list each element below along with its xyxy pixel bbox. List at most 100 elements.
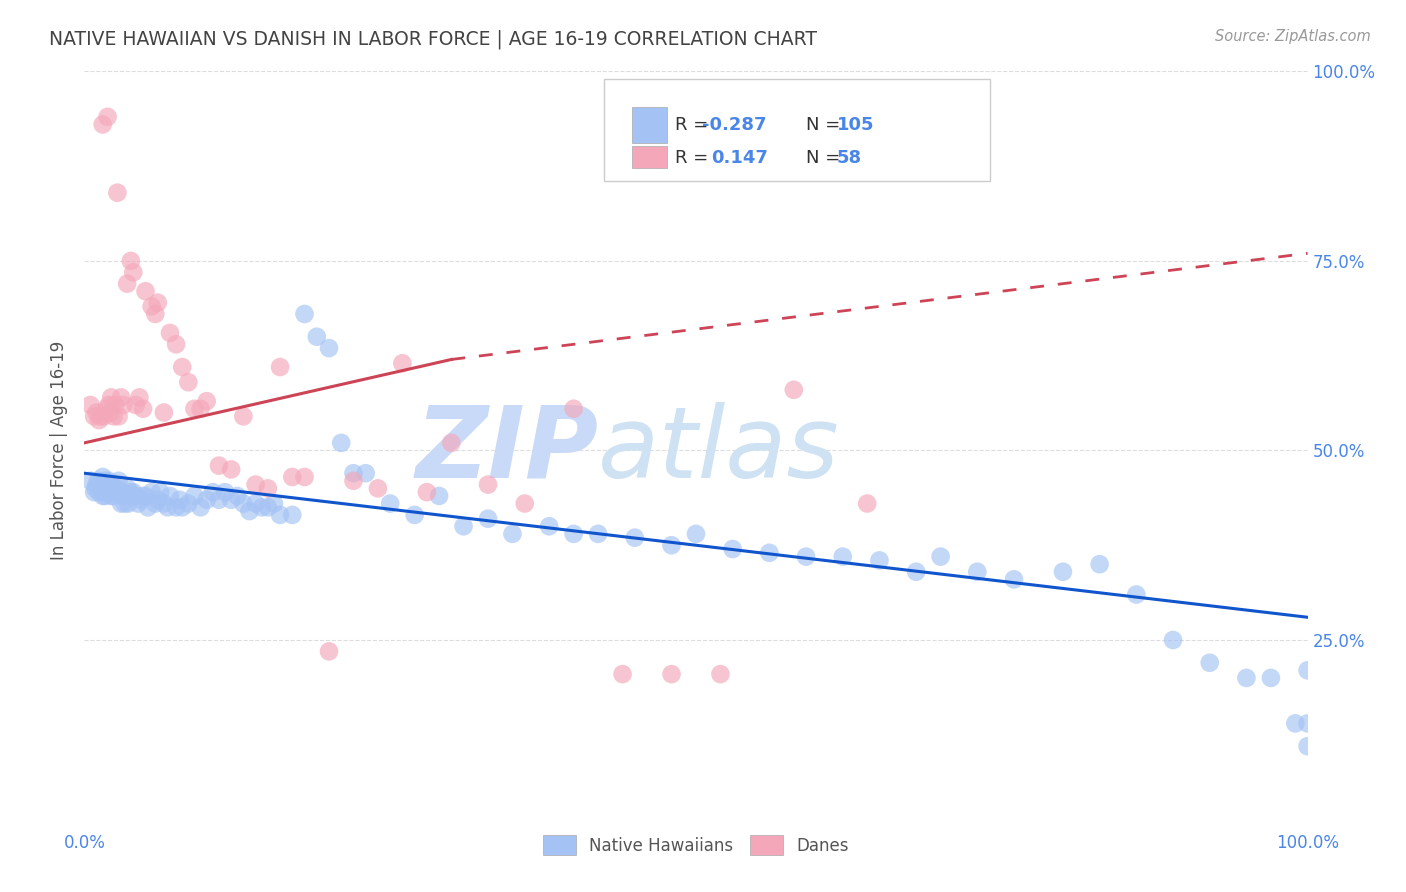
- Point: [96, 401, 118, 416]
- Point: [190, 500, 212, 515]
- Point: [1296, 739, 1319, 753]
- Point: [502, 526, 524, 541]
- Point: [1260, 671, 1282, 685]
- Text: 0.147: 0.147: [710, 149, 768, 167]
- Point: [1296, 664, 1319, 678]
- Point: [250, 500, 273, 515]
- Point: [214, 485, 236, 500]
- Point: [141, 485, 163, 500]
- Point: [1296, 716, 1319, 731]
- Point: [440, 436, 463, 450]
- Text: Source: ZipAtlas.com: Source: ZipAtlas.com: [1215, 29, 1371, 45]
- Point: [135, 489, 157, 503]
- Point: [165, 337, 187, 351]
- Point: [89, 482, 111, 496]
- Point: [195, 394, 218, 409]
- Point: [721, 542, 744, 557]
- Point: [153, 496, 176, 510]
- Point: [562, 401, 585, 416]
- Point: [219, 462, 242, 476]
- Point: [342, 467, 364, 481]
- Point: [391, 356, 413, 370]
- Point: [195, 492, 218, 507]
- Point: [104, 398, 127, 412]
- Point: [101, 477, 124, 491]
- Point: [96, 482, 118, 496]
- Text: NATIVE HAWAIIAN VS DANISH IN LABOR FORCE | AGE 16-19 CORRELATION CHART: NATIVE HAWAIIAN VS DANISH IN LABOR FORCE…: [49, 29, 817, 49]
- Point: [318, 644, 340, 658]
- Point: [380, 496, 402, 510]
- Y-axis label: In Labor Force | Age 16-19: In Labor Force | Age 16-19: [51, 341, 69, 560]
- Point: [122, 265, 145, 279]
- Point: [1236, 671, 1258, 685]
- Point: [1161, 633, 1184, 648]
- Point: [513, 496, 536, 510]
- Point: [612, 667, 634, 681]
- Point: [105, 482, 128, 496]
- Point: [91, 117, 114, 131]
- Point: [538, 519, 561, 533]
- Text: N =: N =: [806, 149, 846, 167]
- Point: [127, 496, 149, 510]
- Point: [318, 341, 340, 355]
- Point: [177, 376, 200, 390]
- Point: [1284, 716, 1306, 731]
- Point: [263, 496, 285, 510]
- Point: [129, 492, 152, 507]
- Point: [86, 477, 108, 491]
- FancyBboxPatch shape: [633, 107, 666, 144]
- Point: [245, 477, 267, 491]
- Point: [709, 667, 731, 681]
- Point: [120, 485, 142, 500]
- Point: [87, 474, 110, 488]
- Point: [177, 496, 200, 510]
- Point: [97, 485, 120, 500]
- Point: [1125, 588, 1147, 602]
- Point: [100, 489, 122, 503]
- Point: [125, 398, 148, 412]
- Point: [245, 496, 267, 510]
- FancyBboxPatch shape: [605, 79, 990, 181]
- Point: [98, 485, 121, 500]
- Point: [97, 398, 120, 412]
- Point: [1002, 573, 1025, 587]
- Point: [132, 489, 155, 503]
- Point: [183, 489, 205, 503]
- Text: atlas: atlas: [598, 402, 839, 499]
- Point: [238, 504, 260, 518]
- Text: R =: R =: [675, 116, 714, 134]
- Point: [143, 307, 166, 321]
- Point: [79, 474, 101, 488]
- Point: [103, 489, 125, 503]
- Point: [97, 474, 120, 488]
- Point: [143, 496, 166, 510]
- Point: [146, 295, 169, 310]
- Point: [427, 489, 450, 503]
- Point: [172, 359, 194, 375]
- Point: [89, 409, 111, 424]
- Point: [165, 500, 187, 515]
- Point: [1198, 656, 1220, 670]
- Point: [257, 482, 280, 496]
- Point: [87, 413, 110, 427]
- Point: [117, 496, 139, 510]
- Point: [661, 667, 683, 681]
- Point: [342, 474, 364, 488]
- Point: [208, 458, 231, 473]
- Point: [97, 110, 120, 124]
- Point: [104, 482, 127, 496]
- Point: [87, 485, 110, 500]
- Point: [112, 489, 135, 503]
- Point: [115, 277, 138, 291]
- Text: N =: N =: [806, 116, 846, 134]
- Point: [79, 398, 101, 412]
- Point: [1088, 557, 1111, 572]
- Legend: Native Hawaiians, Danes: Native Hawaiians, Danes: [534, 827, 858, 863]
- Point: [685, 526, 707, 541]
- Point: [90, 477, 112, 491]
- Point: [354, 467, 377, 481]
- Point: [219, 492, 242, 507]
- Point: [281, 470, 304, 484]
- Point: [404, 508, 426, 522]
- Point: [294, 470, 316, 484]
